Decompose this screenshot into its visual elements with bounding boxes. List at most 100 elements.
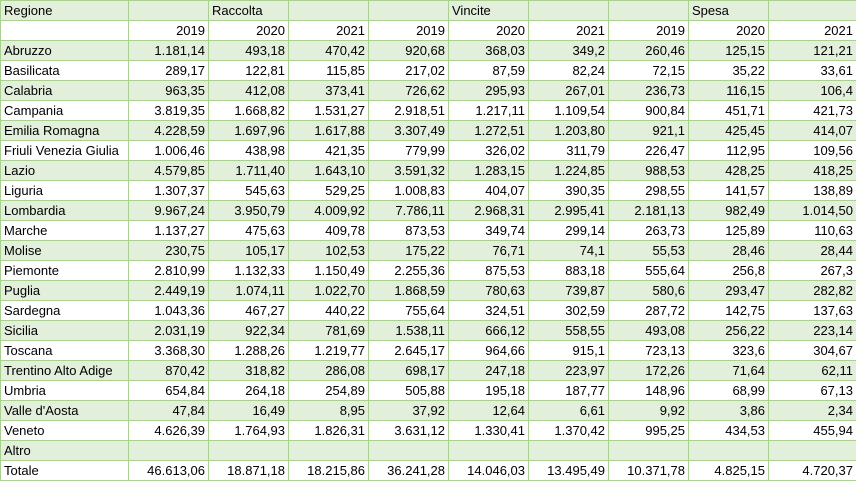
value-cell[interactable]: 318,82	[208, 360, 289, 381]
value-cell[interactable]: 16,49	[208, 400, 289, 421]
value-cell[interactable]: 455,94	[768, 420, 856, 441]
region-cell[interactable]: Lazio	[0, 160, 129, 181]
value-cell[interactable]: 116,15	[688, 80, 769, 101]
value-cell[interactable]: 726,62	[368, 80, 449, 101]
value-cell[interactable]: 62,11	[768, 360, 856, 381]
value-cell[interactable]: 289,17	[128, 60, 209, 81]
value-cell[interactable]: 36.241,28	[368, 460, 449, 481]
value-cell[interactable]: 723,13	[608, 340, 689, 361]
year-cell[interactable]: 2021	[768, 20, 856, 41]
value-cell[interactable]: 256,22	[688, 320, 769, 341]
value-cell[interactable]	[688, 440, 769, 461]
value-cell[interactable]: 995,25	[608, 420, 689, 441]
value-cell[interactable]: 425,45	[688, 120, 769, 141]
value-cell[interactable]: 10.371,78	[608, 460, 689, 481]
value-cell[interactable]: 870,42	[128, 360, 209, 381]
value-cell[interactable]: 267,01	[528, 80, 609, 101]
value-cell[interactable]: 2.918,51	[368, 100, 449, 121]
region-cell[interactable]: Puglia	[0, 280, 129, 301]
value-cell[interactable]: 493,08	[608, 320, 689, 341]
value-cell[interactable]: 195,18	[448, 380, 529, 401]
value-cell[interactable]: 2.181,13	[608, 200, 689, 221]
value-cell[interactable]: 3.950,79	[208, 200, 289, 221]
value-cell[interactable]: 9,92	[608, 400, 689, 421]
value-cell[interactable]: 418,25	[768, 160, 856, 181]
value-cell[interactable]: 4.825,15	[688, 460, 769, 481]
value-cell[interactable]: 2.995,41	[528, 200, 609, 221]
value-cell[interactable]: 1.043,36	[128, 300, 209, 321]
value-cell[interactable]: 260,46	[608, 40, 689, 61]
value-cell[interactable]: 964,66	[448, 340, 529, 361]
value-cell[interactable]: 1.022,70	[288, 280, 369, 301]
value-cell[interactable]: 299,14	[528, 220, 609, 241]
value-cell[interactable]: 1.109,54	[528, 100, 609, 121]
value-cell[interactable]: 28,44	[768, 240, 856, 261]
header-empty-cell[interactable]	[368, 0, 449, 21]
value-cell[interactable]: 421,73	[768, 100, 856, 121]
value-cell[interactable]: 2.031,19	[128, 320, 209, 341]
value-cell[interactable]: 1.014,50	[768, 200, 856, 221]
value-cell[interactable]: 125,15	[688, 40, 769, 61]
value-cell[interactable]: 373,41	[288, 80, 369, 101]
value-cell[interactable]: 102,53	[288, 240, 369, 261]
header-cell-regione[interactable]: Regione	[0, 0, 129, 21]
value-cell[interactable]: 873,53	[368, 220, 449, 241]
value-cell[interactable]: 18.215,86	[288, 460, 369, 481]
value-cell[interactable]: 217,02	[368, 60, 449, 81]
value-cell[interactable]: 254,89	[288, 380, 369, 401]
value-cell[interactable]: 438,98	[208, 140, 289, 161]
value-cell[interactable]: 142,75	[688, 300, 769, 321]
region-cell[interactable]: Campania	[0, 100, 129, 121]
value-cell[interactable]: 1.330,41	[448, 420, 529, 441]
value-cell[interactable]: 1.531,27	[288, 100, 369, 121]
region-cell[interactable]: Valle d'Aosta	[0, 400, 129, 421]
value-cell[interactable]: 110,63	[768, 220, 856, 241]
value-cell[interactable]: 1.764,93	[208, 420, 289, 441]
header-group-vincite[interactable]: Vincite	[448, 0, 529, 21]
value-cell[interactable]: 293,47	[688, 280, 769, 301]
value-cell[interactable]: 580,6	[608, 280, 689, 301]
value-cell[interactable]: 545,63	[208, 180, 289, 201]
value-cell[interactable]: 915,1	[528, 340, 609, 361]
value-cell[interactable]: 106,4	[768, 80, 856, 101]
value-cell[interactable]: 2.255,36	[368, 260, 449, 281]
value-cell[interactable]: 428,25	[688, 160, 769, 181]
value-cell[interactable]: 256,8	[688, 260, 769, 281]
value-cell[interactable]: 82,24	[528, 60, 609, 81]
region-cell[interactable]: Abruzzo	[0, 40, 129, 61]
value-cell[interactable]: 1.283,15	[448, 160, 529, 181]
value-cell[interactable]: 412,08	[208, 80, 289, 101]
value-cell[interactable]: 1.203,80	[528, 120, 609, 141]
value-cell[interactable]: 1.538,11	[368, 320, 449, 341]
value-cell[interactable]: 3.307,49	[368, 120, 449, 141]
value-cell[interactable]: 74,1	[528, 240, 609, 261]
value-cell[interactable]: 555,64	[608, 260, 689, 281]
value-cell[interactable]: 311,79	[528, 140, 609, 161]
value-cell[interactable]: 264,18	[208, 380, 289, 401]
value-cell[interactable]: 121,21	[768, 40, 856, 61]
year-cell[interactable]: 2021	[288, 20, 369, 41]
value-cell[interactable]: 1.711,40	[208, 160, 289, 181]
year-cell[interactable]: 2020	[208, 20, 289, 41]
value-cell[interactable]: 558,55	[528, 320, 609, 341]
value-cell[interactable]: 779,99	[368, 140, 449, 161]
value-cell[interactable]: 12,64	[448, 400, 529, 421]
value-cell[interactable]	[528, 440, 609, 461]
value-cell[interactable]: 1.826,31	[288, 420, 369, 441]
value-cell[interactable]: 390,35	[528, 180, 609, 201]
value-cell[interactable]: 1.008,83	[368, 180, 449, 201]
value-cell[interactable]: 37,92	[368, 400, 449, 421]
value-cell[interactable]	[288, 440, 369, 461]
value-cell[interactable]: 112,95	[688, 140, 769, 161]
value-cell[interactable]: 4.228,59	[128, 120, 209, 141]
region-cell[interactable]: Veneto	[0, 420, 129, 441]
value-cell[interactable]: 286,08	[288, 360, 369, 381]
value-cell[interactable]: 1.272,51	[448, 120, 529, 141]
value-cell[interactable]: 33,61	[768, 60, 856, 81]
value-cell[interactable]: 267,3	[768, 260, 856, 281]
header-empty-cell[interactable]	[608, 0, 689, 21]
value-cell[interactable]: 76,71	[448, 240, 529, 261]
year-cell[interactable]: 2019	[368, 20, 449, 41]
value-cell[interactable]: 493,18	[208, 40, 289, 61]
value-cell[interactable]: 18.871,18	[208, 460, 289, 481]
